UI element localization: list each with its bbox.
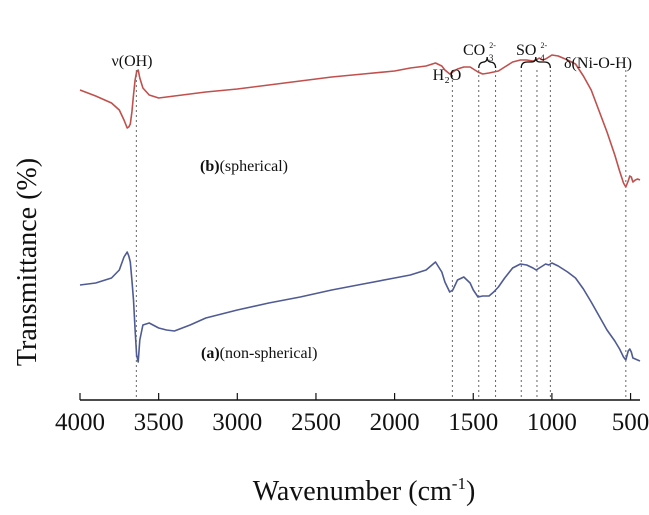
annotation-carbonate-charge: 2-	[489, 41, 496, 50]
annotation-sulfate-charge: 2-	[540, 41, 547, 50]
annotation-sulfate: SO 2- 4	[516, 35, 551, 63]
band-annotations: ν(OH) H₂O CO 2- 3 SO 2- 4 δ(Ni-O-H)	[112, 35, 632, 84]
series-group	[79, 54, 641, 363]
series-line-non-spherical	[79, 251, 641, 363]
x-tick-label: 2000	[370, 409, 420, 436]
series-label-non-spherical: (a)(non-spherical)	[201, 345, 317, 362]
series-line-spherical	[79, 54, 641, 188]
annotation-oh-stretch: ν(OH)	[112, 53, 153, 70]
y-axis-title: Transmittance (%)	[12, 158, 43, 366]
x-tick-label: 2500	[291, 409, 341, 436]
annotation-carbonate: CO 2- 3	[463, 35, 500, 63]
annotation-water: H₂O	[433, 67, 462, 84]
x-tick-label: 4000	[55, 409, 105, 436]
reference-lines	[135, 70, 627, 400]
annotation-sulfate-subscript: 4	[540, 53, 545, 63]
x-tick-label: 3000	[212, 409, 262, 436]
x-tick-label: 500	[612, 409, 649, 436]
x-tick-label: 1000	[527, 409, 577, 436]
x-axis-title: Wavenumber (cm-1)	[253, 474, 476, 507]
sulfate-brace	[520, 56, 551, 69]
series-labels: (b)(spherical) (a)(non-spherical)	[200, 158, 317, 362]
annotation-carbonate-subscript: 3	[489, 53, 494, 63]
annotation-carbonate-base: CO	[463, 42, 485, 59]
series-label-spherical: (b)(spherical)	[200, 158, 288, 175]
x-tick-label: 1500	[448, 409, 498, 436]
carbonate-brace	[478, 56, 497, 69]
annotation-sulfate-base: SO	[516, 42, 536, 59]
x-tick-label: 3500	[134, 409, 184, 436]
annotation-ni-o-h-bend: δ(Ni-O-H)	[564, 55, 632, 72]
x-ticks: 4000 3500 3000 2500 2000 1500 1000 500	[55, 393, 649, 436]
